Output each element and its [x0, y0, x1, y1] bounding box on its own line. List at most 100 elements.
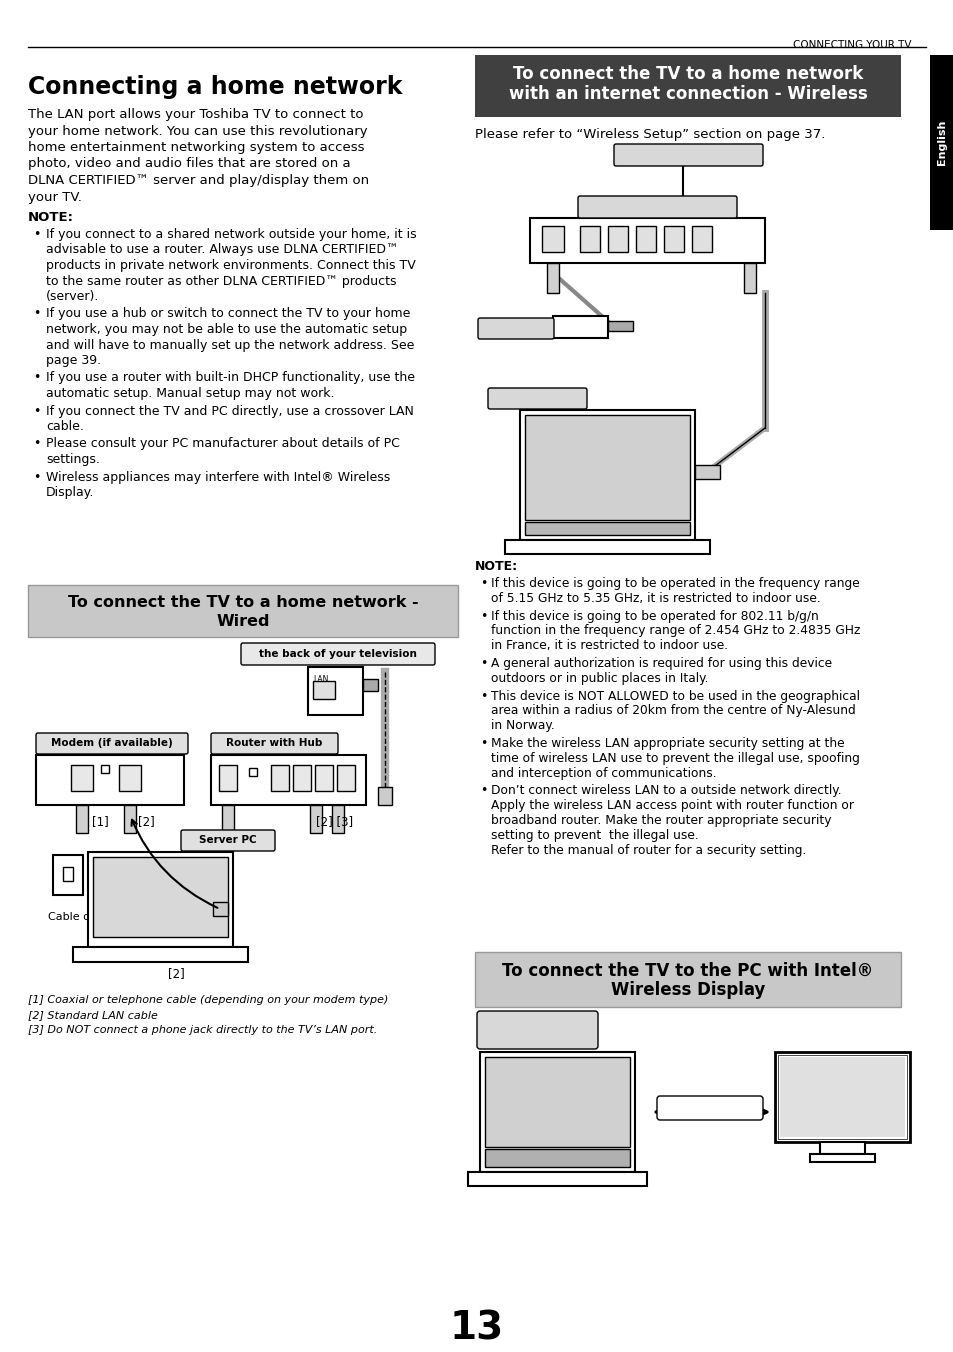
Bar [101, 765, 109, 773]
Text: NOTE:: NOTE: [475, 560, 517, 573]
Text: Please refer to “Wireless Setup” section on page 37.: Please refer to “Wireless Setup” section… [475, 128, 824, 141]
Text: Connecting a home network: Connecting a home network [28, 74, 402, 99]
Bar [579, 226, 599, 251]
Text: Modem (if available): Modem (if available) [51, 738, 172, 748]
Text: advisable to use a router. Always use DLNA CERTIFIED™: advisable to use a router. Always use DL… [46, 243, 398, 257]
Text: and interception of communications.: and interception of communications. [491, 767, 716, 780]
Bar [124, 804, 136, 833]
Text: [2]: [2] [168, 967, 185, 980]
Text: •: • [33, 404, 40, 418]
Bar [332, 804, 344, 833]
Text: Wireless appliances may interfere with Intel® Wireless: Wireless appliances may interfere with I… [46, 470, 390, 484]
Bar [484, 1149, 629, 1167]
Text: •: • [479, 610, 487, 623]
Text: [1]: [1] [91, 815, 109, 827]
Text: of 5.15 GHz to 5.35 GHz, it is restricted to indoor use.: of 5.15 GHz to 5.35 GHz, it is restricte… [491, 592, 820, 604]
Text: •: • [479, 657, 487, 671]
Text: Please consult your PC manufacturer about details of PC: Please consult your PC manufacturer abou… [46, 438, 399, 450]
Text: in France, it is restricted to indoor use.: in France, it is restricted to indoor us… [491, 639, 727, 652]
Bar [663, 226, 683, 251]
Bar [519, 410, 695, 539]
FancyBboxPatch shape [181, 830, 274, 850]
Text: [2] Standard LAN cable: [2] Standard LAN cable [28, 1010, 157, 1019]
Bar [743, 264, 755, 293]
Bar [63, 867, 73, 882]
Text: home entertainment networking system to access: home entertainment networking system to … [28, 141, 364, 154]
Bar [695, 465, 720, 479]
Bar [504, 539, 709, 554]
Bar [36, 754, 184, 804]
Text: •: • [33, 307, 40, 320]
Bar [213, 902, 228, 917]
Text: [2] [3]: [2] [3] [315, 815, 353, 827]
Text: the back of your television: the back of your television [259, 649, 416, 658]
Text: network, you may not be able to use the automatic setup: network, you may not be able to use the … [46, 323, 407, 337]
Text: This device is NOT ALLOWED to be used in the geographical: This device is NOT ALLOWED to be used in… [491, 690, 859, 703]
Text: A general authorization is required for using this device: A general authorization is required for … [491, 657, 831, 671]
Text: setting to prevent  the illegal use.: setting to prevent the illegal use. [491, 829, 698, 842]
Text: •: • [479, 784, 487, 798]
Bar [468, 1172, 646, 1186]
Text: •: • [479, 690, 487, 703]
Text: Access point (AP): Access point (AP) [633, 150, 742, 160]
Text: to the same router as other DLNA CERTIFIED™ products: to the same router as other DLNA CERTIFI… [46, 274, 396, 288]
Bar [774, 1052, 909, 1142]
Text: English: English [936, 119, 946, 165]
Bar [553, 316, 607, 338]
Bar [73, 946, 248, 963]
Bar [222, 804, 233, 833]
Text: Modem: Modem [493, 323, 538, 333]
Text: •: • [479, 737, 487, 750]
Bar [76, 804, 88, 833]
Text: Wireless Display: Wireless Display [610, 982, 764, 999]
Text: [2]: [2] [138, 815, 154, 827]
Bar [71, 765, 92, 791]
Bar [691, 226, 711, 251]
Text: function in the frequency range of 2.454 GHz to 2.4835 GHz: function in the frequency range of 2.454… [491, 625, 860, 637]
Text: •: • [33, 228, 40, 241]
Text: If you use a router with built-in DHCP functionality, use the: If you use a router with built-in DHCP f… [46, 372, 415, 384]
Text: NOTE:: NOTE: [28, 211, 74, 224]
Text: Router with Hub: Router with Hub [226, 738, 322, 748]
Text: PC with Intel®
Wireless Display: PC with Intel® Wireless Display [488, 1021, 585, 1042]
Bar [524, 415, 689, 521]
Text: •: • [33, 470, 40, 484]
Bar [778, 1055, 906, 1138]
Bar [479, 1052, 635, 1172]
Text: •: • [479, 577, 487, 589]
FancyBboxPatch shape [488, 388, 586, 410]
Text: with an internet connection - Wireless: with an internet connection - Wireless [508, 85, 866, 103]
Bar [377, 787, 392, 804]
Text: 13: 13 [450, 1310, 503, 1348]
FancyBboxPatch shape [476, 1011, 598, 1049]
Text: To connect the TV to a home network -: To connect the TV to a home network - [68, 595, 417, 610]
Bar [363, 679, 377, 691]
Bar [219, 765, 236, 791]
FancyBboxPatch shape [211, 733, 337, 754]
Bar [313, 681, 335, 699]
Text: If you connect the TV and PC directly, use a crossover LAN: If you connect the TV and PC directly, u… [46, 404, 414, 418]
Text: Server PC: Server PC [199, 836, 256, 845]
Bar [308, 667, 363, 715]
Text: Refer to the manual of router for a security setting.: Refer to the manual of router for a secu… [491, 844, 805, 857]
Text: page 39.: page 39. [46, 354, 101, 366]
Bar [524, 522, 689, 535]
Bar [314, 765, 333, 791]
Text: DLNA CERTIFIED™ server and play/display them on: DLNA CERTIFIED™ server and play/display … [28, 174, 369, 187]
FancyBboxPatch shape [614, 145, 762, 166]
Text: time of wireless LAN use to prevent the illegal use, spoofing: time of wireless LAN use to prevent the … [491, 752, 859, 765]
Bar [546, 264, 558, 293]
Bar [475, 55, 900, 118]
Text: Wired: Wired [216, 614, 270, 629]
Text: •: • [33, 372, 40, 384]
Text: broadband router. Make the router appropriate security: broadband router. Make the router approp… [491, 814, 831, 827]
FancyBboxPatch shape [578, 196, 737, 218]
Text: in Norway.: in Norway. [491, 719, 554, 733]
Bar [211, 754, 366, 804]
Bar [484, 1057, 629, 1146]
Text: •: • [33, 438, 40, 450]
Bar [293, 765, 311, 791]
Text: settings.: settings. [46, 453, 100, 466]
Text: automatic setup. Manual setup may not work.: automatic setup. Manual setup may not wo… [46, 387, 335, 400]
Text: If you use a hub or switch to connect the TV to your home: If you use a hub or switch to connect th… [46, 307, 410, 320]
